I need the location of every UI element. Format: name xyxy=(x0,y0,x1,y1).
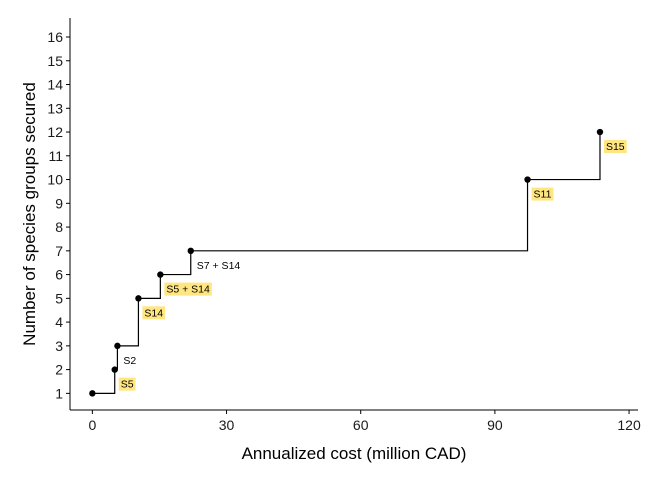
x-tick-label: 90 xyxy=(487,417,503,433)
y-tick-label: 10 xyxy=(47,172,63,188)
annotation-text: S7 + S14 xyxy=(197,260,241,272)
annotation-label: S7 + S14 xyxy=(197,260,241,272)
y-tick-label: 5 xyxy=(55,290,63,306)
annotation-text: S5 + S14 xyxy=(166,284,210,296)
annotation-label: S15 xyxy=(603,140,627,154)
annotation-label: S11 xyxy=(531,187,554,201)
data-point xyxy=(111,366,118,373)
annotation-highlight xyxy=(531,187,554,201)
annotation-highlight xyxy=(603,140,627,154)
annotation-text: S15 xyxy=(606,141,625,153)
x-tick-label: 120 xyxy=(617,417,641,433)
annotation-highlight xyxy=(118,377,136,391)
y-tick-label: 1 xyxy=(55,385,63,401)
y-tick-label: 14 xyxy=(47,77,63,93)
x-axis-title: Annualized cost (million CAD) xyxy=(242,444,467,463)
data-point xyxy=(596,128,604,136)
annotation-highlight xyxy=(164,282,212,296)
step-line xyxy=(92,132,601,394)
annotation-text: S2 xyxy=(123,355,136,367)
annotation-text: S5 xyxy=(121,379,134,391)
y-tick-label: 6 xyxy=(55,267,63,283)
y-tick-label: 15 xyxy=(47,53,63,69)
y-axis-title: Number of species groups secured xyxy=(20,82,39,346)
y-tick-label: 11 xyxy=(48,148,63,164)
series xyxy=(89,128,604,397)
y-tick-label: 3 xyxy=(55,338,63,354)
data-point xyxy=(157,271,164,278)
annotation-label: S14 xyxy=(142,306,166,320)
annotation-text: S14 xyxy=(144,307,163,319)
annotation-text: S11 xyxy=(534,189,552,201)
annotation-highlight xyxy=(142,306,166,320)
y-tick-label: 16 xyxy=(47,29,63,45)
y-tick-label: 13 xyxy=(47,100,63,116)
axes xyxy=(69,18,638,411)
annotation-label: S5 xyxy=(118,377,136,391)
annotation-label: S2 xyxy=(123,355,136,367)
data-point xyxy=(135,295,142,302)
data-point xyxy=(524,176,531,183)
y-tick-label: 12 xyxy=(47,124,63,140)
data-point xyxy=(89,390,96,397)
y-tick-label: 8 xyxy=(55,219,63,235)
data-point xyxy=(114,342,121,350)
x-tick-label: 30 xyxy=(219,417,235,433)
annotation-label: S5 + S14 xyxy=(164,282,212,296)
data-point xyxy=(187,247,194,255)
x-axis-ticks: 0 30 60 90 120 xyxy=(88,410,641,433)
x-tick-label: 0 xyxy=(88,417,96,433)
y-tick-label: 9 xyxy=(55,195,63,211)
y-tick-label: 2 xyxy=(55,362,63,378)
x-tick-label: 60 xyxy=(353,417,369,433)
y-tick-label: 4 xyxy=(55,314,63,330)
y-tick-label: 7 xyxy=(55,243,63,259)
